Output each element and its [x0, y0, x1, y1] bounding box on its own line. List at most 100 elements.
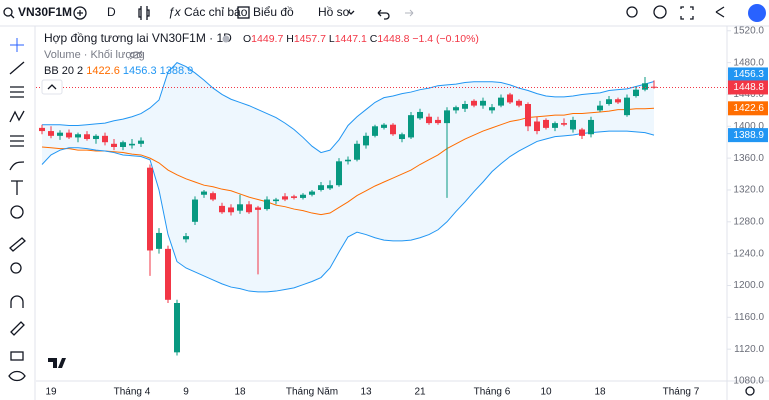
candle-body — [561, 123, 567, 125]
candle-body — [363, 135, 369, 146]
chart-style-button[interactable] — [138, 6, 150, 20]
price-tag-label: 1422.6 — [733, 103, 764, 114]
candle-body — [309, 191, 315, 195]
candle-body — [408, 115, 414, 138]
undo-icon[interactable] — [377, 9, 390, 20]
fullscreen-icon[interactable] — [680, 6, 694, 20]
candle-body — [525, 104, 531, 127]
indicator-label: BB 20 2 — [44, 65, 83, 77]
magnet-tool[interactable] — [10, 295, 24, 308]
candle-body — [543, 119, 549, 128]
search-icon — [3, 7, 13, 17]
tv-logo — [48, 358, 66, 368]
hide-icon[interactable] — [129, 50, 143, 60]
y-tick-label: 1280.0 — [733, 216, 764, 227]
candle-body — [120, 142, 126, 147]
y-tick-label: 1120.0 — [734, 344, 764, 355]
ohlc-prefix: C — [370, 33, 378, 45]
search-data-icon[interactable] — [626, 6, 638, 18]
x-tick-label: 21 — [414, 387, 426, 398]
ohlc-value: 1449.7 — [251, 33, 283, 45]
candle-body — [597, 105, 603, 111]
price-tag-label: 1448.8 — [733, 82, 764, 93]
symbol: VN30F1M — [18, 5, 72, 19]
candle-body — [489, 107, 495, 111]
x-tick-label: 19 — [45, 387, 57, 398]
x-tick-label: 9 — [183, 387, 189, 398]
lock-draw-tool[interactable] — [10, 321, 25, 336]
ruler-tool[interactable] — [9, 237, 26, 252]
candle-body — [642, 83, 648, 90]
x-tick-label: 10 — [540, 387, 552, 398]
x-tick-label: Tháng 7 — [663, 387, 700, 398]
layout-button[interactable]: Biểu đồ — [237, 5, 294, 19]
x-tick-label: 18 — [594, 387, 606, 398]
collapse-icon — [47, 84, 57, 90]
zoom-tool[interactable] — [10, 262, 22, 274]
candle-body — [516, 100, 522, 106]
price-tag — [728, 80, 768, 95]
projection-tool[interactable] — [10, 135, 24, 147]
candle-body — [552, 123, 558, 128]
y-tick-label: 1400.0 — [733, 121, 764, 132]
app-logo[interactable] — [748, 4, 766, 22]
indicator-line — [41, 107, 655, 216]
search-icon — [10, 14, 15, 19]
price-tag-label: 1456.3 — [733, 69, 764, 80]
symbol-search[interactable]: VN30F1M — [3, 5, 72, 19]
indicators-button[interactable]: ƒx Các chỉ báo — [168, 5, 248, 19]
share-icon[interactable] — [715, 6, 725, 18]
candle-body — [129, 143, 135, 146]
candle-body — [345, 159, 351, 162]
indicator-value: 1456.3 — [123, 65, 157, 77]
candle-body — [444, 110, 450, 124]
compare-button[interactable] — [73, 6, 87, 20]
crosshair-tool[interactable] — [10, 38, 24, 52]
candle-body — [165, 248, 171, 300]
ohlc-value: 1457.7 — [294, 33, 326, 45]
axis-settings-icon[interactable] — [745, 386, 755, 396]
candle-body — [507, 94, 513, 103]
fx-icon: ƒx — [168, 5, 182, 19]
caret-icon — [347, 10, 355, 15]
collapse-button[interactable] — [41, 79, 63, 95]
interval[interactable]: D — [107, 5, 116, 19]
redo-icon[interactable] — [405, 9, 414, 17]
candle-body — [183, 236, 189, 240]
ohlc-value: 1448.8 — [377, 33, 409, 45]
fib-tool[interactable] — [10, 86, 24, 98]
settings-icon[interactable] — [653, 5, 667, 19]
candle-body — [354, 143, 360, 160]
trendline-tool[interactable] — [9, 61, 25, 75]
x-tick-label: 13 — [360, 387, 372, 398]
candle-body — [615, 99, 621, 103]
ohlc-legend: O1449.7 H1457.7 L1447.1 C1448.8 −1.4 (−0… — [243, 33, 479, 45]
indicator-value: 1422.6 — [86, 65, 120, 77]
lock-tool[interactable] — [10, 351, 24, 361]
y-tick-label: 1440.0 — [733, 89, 764, 100]
pattern-tool[interactable] — [9, 110, 25, 123]
candle-body — [606, 99, 612, 105]
candle-body — [246, 204, 252, 213]
plot-area — [36, 62, 727, 356]
candle-body — [318, 185, 324, 190]
candle-body — [48, 131, 54, 136]
ohlc-prefix: H — [286, 33, 294, 45]
chart-title: Hợp đồng tương lai VN30F1M · 1D — [44, 31, 232, 45]
profile-button[interactable]: Hồ sơ — [318, 5, 355, 19]
candle-body — [39, 127, 45, 132]
candle-body — [399, 134, 405, 140]
volume-label: Volume · Khối lượng — [44, 49, 145, 61]
y-tick-label: 1520.0 — [733, 25, 764, 36]
candle-body — [264, 199, 270, 210]
text-tool[interactable] — [11, 180, 23, 195]
emoji-tool[interactable] — [10, 205, 24, 219]
brush-tool[interactable] — [9, 161, 25, 171]
visibility-tool[interactable] — [8, 370, 26, 382]
drawing-tools — [8, 38, 26, 382]
y-tick-label: 1200.0 — [733, 280, 764, 291]
candle-body — [237, 204, 243, 211]
candle-body — [453, 107, 459, 111]
indicators-label: Các chỉ báo — [184, 5, 248, 19]
tv-logo-shape — [48, 358, 66, 368]
